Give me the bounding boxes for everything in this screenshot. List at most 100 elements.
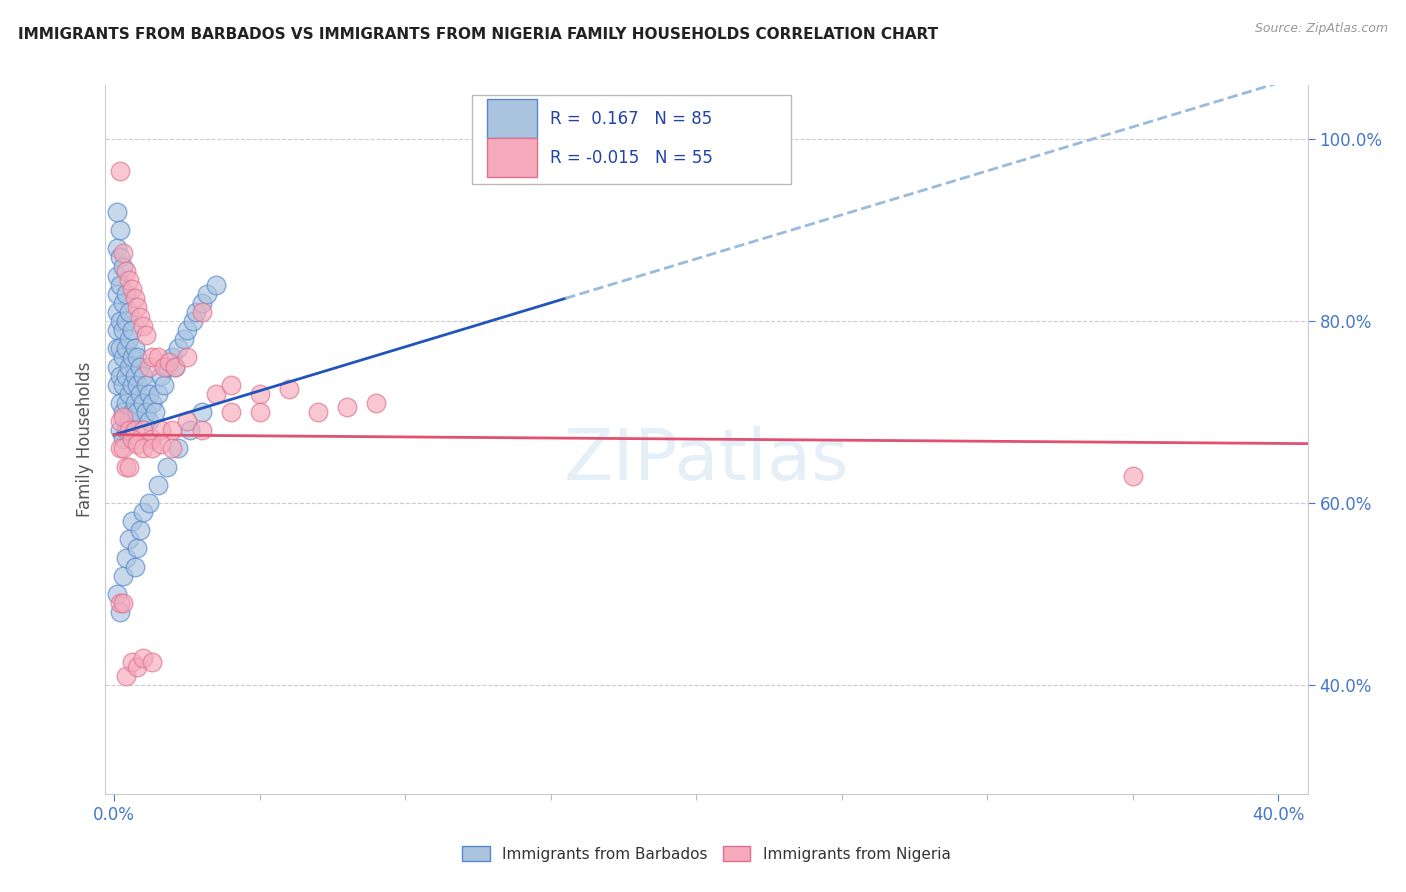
Point xyxy=(108,251,131,265)
Point xyxy=(129,359,152,374)
Point xyxy=(159,355,181,369)
Point xyxy=(179,423,201,437)
Point xyxy=(111,596,134,610)
Point xyxy=(124,396,146,410)
Point xyxy=(162,423,184,437)
Point xyxy=(105,342,128,356)
Point xyxy=(114,669,136,683)
Point xyxy=(105,241,128,255)
Point xyxy=(141,655,163,669)
Point xyxy=(111,409,134,424)
Y-axis label: Family Households: Family Households xyxy=(76,361,94,517)
Point xyxy=(118,459,141,474)
Point xyxy=(105,377,128,392)
Point xyxy=(1122,468,1144,483)
Text: IMMIGRANTS FROM BARBADOS VS IMMIGRANTS FROM NIGERIA FAMILY HOUSEHOLDS CORRELATIO: IMMIGRANTS FROM BARBADOS VS IMMIGRANTS F… xyxy=(18,27,938,42)
Point xyxy=(190,423,212,437)
Text: R = -0.015   N = 55: R = -0.015 N = 55 xyxy=(550,149,713,167)
Point xyxy=(111,568,134,582)
Point xyxy=(114,396,136,410)
Point xyxy=(138,387,160,401)
Point xyxy=(141,442,163,456)
Point xyxy=(195,286,218,301)
Point xyxy=(114,550,136,565)
Point xyxy=(124,423,146,437)
Point xyxy=(127,541,149,556)
Point xyxy=(111,351,134,365)
Point xyxy=(135,377,157,392)
Point xyxy=(190,296,212,310)
Point xyxy=(176,351,198,365)
Point xyxy=(176,414,198,428)
Bar xyxy=(486,138,537,178)
Point xyxy=(124,342,146,356)
Point xyxy=(111,296,134,310)
Point xyxy=(105,286,128,301)
Point xyxy=(190,405,212,419)
Point xyxy=(105,323,128,337)
Point xyxy=(132,442,155,456)
Point xyxy=(129,310,152,324)
Point xyxy=(127,659,149,673)
Point xyxy=(108,423,131,437)
Point xyxy=(108,605,131,619)
Point xyxy=(127,437,149,451)
Point xyxy=(105,359,128,374)
Point xyxy=(111,246,134,260)
Point xyxy=(167,442,190,456)
Point xyxy=(118,273,141,287)
Point xyxy=(127,301,149,315)
Point xyxy=(105,587,128,601)
Point xyxy=(132,318,155,333)
Point xyxy=(108,342,131,356)
Point xyxy=(219,405,242,419)
Point xyxy=(135,405,157,419)
Point xyxy=(149,423,172,437)
Point xyxy=(121,655,143,669)
Point xyxy=(249,387,271,401)
Point xyxy=(124,368,146,383)
FancyBboxPatch shape xyxy=(472,95,790,184)
Point xyxy=(176,323,198,337)
Point xyxy=(143,405,166,419)
Point xyxy=(146,387,169,401)
Point xyxy=(114,314,136,328)
Point xyxy=(132,368,155,383)
Text: ZIPatlas: ZIPatlas xyxy=(564,426,849,495)
Point xyxy=(155,459,177,474)
Point xyxy=(114,342,136,356)
Point xyxy=(118,533,141,547)
Point xyxy=(141,396,163,410)
Point xyxy=(205,387,228,401)
Legend: Immigrants from Barbados, Immigrants from Nigeria: Immigrants from Barbados, Immigrants fro… xyxy=(457,839,956,868)
Point xyxy=(121,323,143,337)
Point xyxy=(108,596,131,610)
Point xyxy=(141,351,163,365)
Point xyxy=(127,405,149,419)
Point xyxy=(138,496,160,510)
Point xyxy=(173,332,195,346)
Point xyxy=(146,477,169,491)
Point xyxy=(118,359,141,374)
Point xyxy=(108,314,131,328)
Point xyxy=(111,323,134,337)
Point xyxy=(124,559,146,574)
Point xyxy=(121,433,143,447)
Point xyxy=(121,282,143,296)
Point xyxy=(132,396,155,410)
Point xyxy=(111,405,134,419)
Point xyxy=(138,414,160,428)
Point xyxy=(167,342,190,356)
Point xyxy=(114,423,136,437)
Point xyxy=(121,405,143,419)
Point xyxy=(336,401,359,415)
Point xyxy=(108,414,131,428)
Point xyxy=(118,387,141,401)
Point xyxy=(121,377,143,392)
Point xyxy=(181,314,204,328)
Bar xyxy=(486,99,537,138)
Point xyxy=(205,277,228,292)
Point xyxy=(138,359,160,374)
Point xyxy=(366,396,388,410)
Point xyxy=(129,523,152,537)
